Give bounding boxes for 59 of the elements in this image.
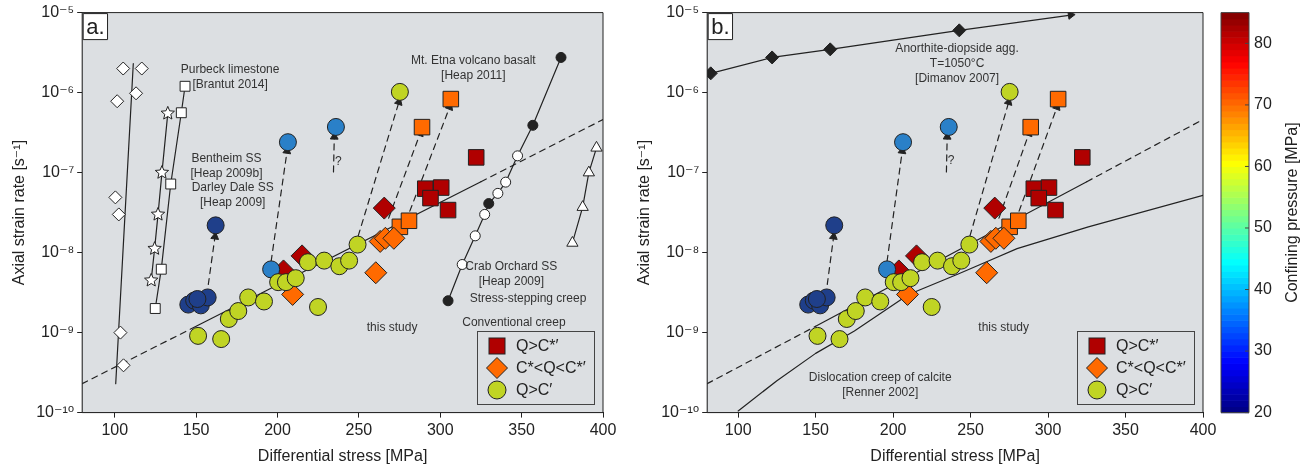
y-tick-label: 10⁻⁵	[666, 3, 700, 21]
legend-label: Q>C′	[516, 380, 553, 399]
x-tick-label: 400	[589, 420, 617, 438]
color-bar-label: 50	[1254, 218, 1272, 236]
x-tick-label: 300	[426, 420, 454, 438]
x-tick-label: 350	[1112, 420, 1139, 438]
x-tick-label: 300	[1034, 420, 1062, 438]
x-axis-title: Differential stress [MPa]	[870, 446, 1040, 464]
y-tick-label: 10⁻¹⁰	[36, 403, 75, 421]
y-tick-label: 10⁻⁶	[666, 83, 700, 101]
x-tick-label: 100	[101, 420, 129, 438]
annotation: Mt. Etna volcano basalt [Heap 2011]	[410, 53, 537, 83]
y-axis-title: Axial strain rate [s⁻¹]	[10, 139, 28, 286]
color-bar-label: 60	[1254, 156, 1272, 174]
x-tick-label: 200	[264, 420, 291, 438]
legend-label: C*<Q<C*′	[516, 358, 586, 377]
annotation: Dislocation creep of calcite [Renner 2002]	[808, 370, 952, 400]
annotation: this study	[978, 320, 1030, 335]
annotation: this study	[366, 320, 418, 335]
color-bar-label: 70	[1254, 95, 1272, 113]
color-bar-title: Confining pressure [MPa]	[1283, 122, 1301, 303]
annotation: Stress-stepping creep	[469, 290, 587, 305]
color-bar-label: 80	[1254, 33, 1272, 51]
y-tick-label: 10⁻⁹	[666, 323, 700, 341]
legend-label: C*<Q<C*′	[1116, 358, 1186, 377]
x-tick-label: 200	[879, 420, 907, 438]
y-tick-label: 10⁻⁷	[42, 163, 75, 181]
x-tick-label: 400	[1189, 420, 1217, 438]
y-tick-label: 10⁻⁷	[667, 163, 700, 181]
legend-label: Q>C′	[1116, 380, 1153, 399]
chart-title: b.	[711, 13, 730, 39]
annotation: Darley Dale SS [Heap 2009]	[191, 179, 274, 209]
annotation: Bentheim SS [Heap 2009b]	[190, 151, 263, 181]
legend-label: Q>C*′	[516, 336, 559, 355]
annotation: ?	[335, 153, 343, 168]
annotation: Anorthite-diopside agg. T=1050°C [Dimanov 2007]	[895, 41, 1019, 86]
color-bar-label: 30	[1254, 341, 1272, 359]
annotation: ?	[947, 152, 955, 167]
x-tick-label: 150	[182, 420, 210, 438]
y-tick-label: 10⁻⁸	[666, 243, 700, 261]
x-tick-label: 150	[802, 420, 830, 438]
x-tick-label: 250	[957, 420, 985, 438]
annotation: Purbeck limestone [Brantut 2014]	[180, 62, 280, 92]
y-tick-label: 10⁻⁶	[41, 83, 75, 101]
color-bar-label: 40	[1254, 279, 1272, 297]
y-axis-title: Axial strain rate [s⁻¹]	[635, 139, 653, 286]
x-axis-title: Differential stress [MPa]	[257, 446, 428, 464]
y-tick-label: 10⁻⁵	[41, 3, 75, 21]
legend-label: Q>C*′	[1116, 336, 1159, 355]
annotation: Conventional creep	[462, 315, 566, 330]
annotation: Crab Orchard SS [Heap 2009]	[465, 259, 558, 289]
x-tick-label: 250	[345, 420, 373, 438]
x-tick-label: 100	[724, 420, 752, 438]
y-tick-label: 10⁻⁹	[41, 323, 75, 341]
y-tick-label: 10⁻⁸	[41, 243, 75, 261]
x-tick-label: 350	[508, 420, 536, 438]
color-bar-label: 20	[1254, 403, 1272, 421]
chart-title: a.	[86, 13, 105, 39]
y-tick-label: 10⁻¹⁰	[661, 403, 700, 421]
